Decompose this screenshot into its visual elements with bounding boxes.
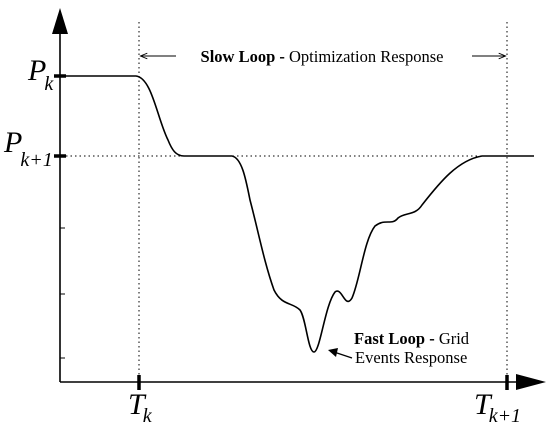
slow-loop-desc: Optimization Response bbox=[289, 47, 443, 66]
x-axis-arrow-icon bbox=[516, 374, 546, 390]
label-pk1-sub: k+1 bbox=[20, 149, 52, 171]
fast-loop-separator: - bbox=[425, 329, 439, 348]
fast-loop-label-line2: Events Response bbox=[355, 348, 467, 367]
label-tk: Tk bbox=[128, 388, 153, 427]
fast-loop-arrow bbox=[333, 351, 353, 359]
label-pk1-main: P bbox=[3, 126, 22, 159]
label-tk-sub: k bbox=[143, 405, 153, 427]
label-tk1: Tk+1 bbox=[474, 388, 521, 427]
label-tk-main: T bbox=[128, 388, 147, 421]
fast-loop-arrowhead-icon bbox=[328, 348, 338, 357]
label-tk1-sub: k+1 bbox=[489, 405, 521, 427]
y-axis-arrow-icon bbox=[52, 8, 68, 34]
fast-loop-label-line1: Fast Loop - Grid bbox=[354, 329, 470, 348]
label-tk1-main: T bbox=[474, 388, 493, 421]
fast-loop-name: Fast Loop bbox=[354, 329, 425, 348]
fast-loop-desc-line1: Grid bbox=[439, 329, 470, 348]
response-curve bbox=[66, 75, 534, 353]
label-pk: Pk bbox=[27, 54, 54, 95]
slow-loop-name: Slow Loop bbox=[201, 47, 276, 66]
label-pk-sub: k bbox=[44, 73, 54, 95]
slow-loop-separator: - bbox=[275, 47, 289, 66]
label-pk-main: P bbox=[27, 54, 46, 87]
slow-loop-label: Slow Loop - Optimization Response bbox=[201, 47, 444, 66]
